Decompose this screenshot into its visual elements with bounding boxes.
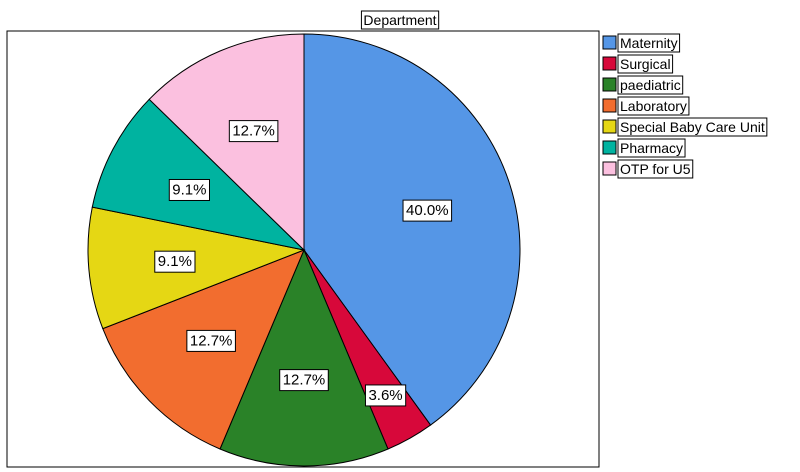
data-label-box <box>228 120 279 143</box>
data-label-box <box>168 178 210 201</box>
data-label-box <box>279 369 329 392</box>
data-label-surgical: 3.6% <box>368 387 402 404</box>
legend-item-surgical: Surgical <box>620 56 671 72</box>
pie-data-labels: 40.0% 3.6% 12.7% 12.7% 9.1% 9.1% 12.7% <box>154 120 453 407</box>
chart-title-box <box>360 10 440 30</box>
data-label-box <box>402 199 453 222</box>
legend-swatch-laboratory <box>602 98 617 113</box>
chart-title: Department <box>363 12 436 28</box>
legend-item-laboratory: Laboratory <box>620 98 687 114</box>
legend-swatch-paediatric <box>602 77 617 92</box>
legend-item-special-baby-care-unit: Special Baby Care Unit <box>620 119 765 135</box>
legend-swatch-pharmacy <box>602 140 617 155</box>
legend-swatch-special-baby-care-unit <box>602 119 617 134</box>
legend-label-box <box>617 33 681 53</box>
legend-label-box <box>617 138 686 158</box>
legend-swatch-surgical <box>602 56 617 71</box>
data-label-pharmacy: 9.1% <box>172 181 206 198</box>
data-label-maternity: 40.0% <box>406 202 449 219</box>
legend-item-otp-for-u5: OTP for U5 <box>620 161 691 177</box>
legend-item-paediatric: paediatric <box>620 77 681 93</box>
chart-title-group: Department <box>360 10 440 30</box>
legend-swatch-otp-for-u5 <box>602 161 617 176</box>
legend-item-maternity: Maternity <box>620 35 678 51</box>
slice-pharmacy <box>91 98 306 251</box>
legend-label-box <box>617 159 694 179</box>
legend-label-box <box>617 54 674 74</box>
data-label-laboratory: 12.7% <box>190 332 233 349</box>
slice-special-baby-care-unit <box>87 206 306 330</box>
legend-label-box <box>617 117 768 137</box>
legend-label-box <box>617 96 690 116</box>
data-label-box <box>186 329 236 352</box>
data-label-box <box>154 250 196 273</box>
pie-slices <box>87 33 521 467</box>
legend-swatch-maternity <box>602 35 617 50</box>
data-label-paediatric: 12.7% <box>283 372 326 389</box>
slice-maternity <box>303 33 521 426</box>
legend-item-pharmacy: Pharmacy <box>620 140 683 156</box>
data-label-otp-for-u5: 12.7% <box>232 123 275 140</box>
legend: Maternity Surgical paediatric Laboratory Spe… <box>602 33 768 179</box>
slice-paediatric <box>219 248 389 467</box>
data-label-box <box>364 384 407 407</box>
data-label-special-baby-care-unit: 9.1% <box>158 253 192 270</box>
slice-otp-for-u5 <box>148 33 305 252</box>
legend-label-box <box>617 75 684 95</box>
